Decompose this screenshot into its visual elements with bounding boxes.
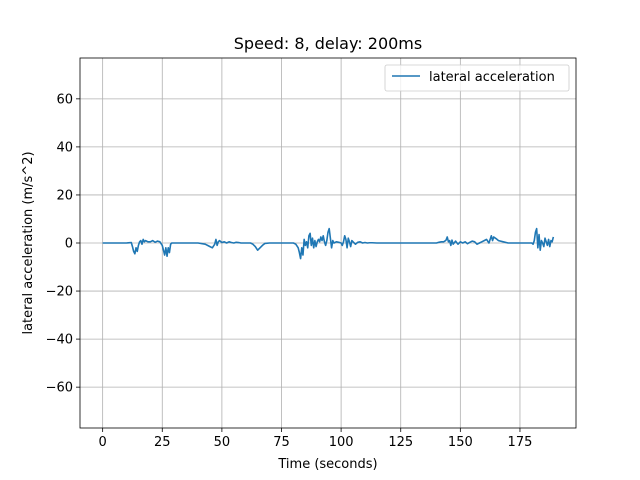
y-axis-label: lateral acceleration (m/s^2) xyxy=(21,151,36,334)
legend-box xyxy=(384,64,570,92)
y-axis-ticks: −60 −40 −20 0 20 40 60 xyxy=(46,92,80,396)
x-tick-label: 50 xyxy=(214,435,231,450)
x-tick-label: 125 xyxy=(388,435,413,450)
plot-area xyxy=(102,227,555,260)
y-tick-label: 0 xyxy=(65,237,73,252)
x-axis-label: Time (seconds) xyxy=(277,457,377,472)
y-tick-label: −40 xyxy=(46,333,73,348)
legend: lateral acceleration xyxy=(384,64,570,92)
gridlines xyxy=(80,58,576,428)
x-tick-label: 25 xyxy=(154,435,171,450)
y-tick-label: 40 xyxy=(56,140,73,155)
y-tick-label: 60 xyxy=(56,92,73,107)
y-tick-label: −60 xyxy=(46,381,73,396)
x-tick-label: 0 xyxy=(99,435,107,450)
y-tick-label: 20 xyxy=(56,188,73,203)
series-line-lateral-acceleration xyxy=(102,227,555,260)
y-tick-label: −20 xyxy=(46,285,73,300)
legend-label: lateral acceleration xyxy=(429,70,555,85)
x-tick-label: 75 xyxy=(273,435,290,450)
x-tick-label: 150 xyxy=(448,435,473,450)
x-tick-label: 175 xyxy=(508,435,533,450)
x-axis-ticks: 0 25 50 75 100 125 150 175 xyxy=(99,428,533,450)
x-tick-label: 100 xyxy=(329,435,354,450)
chart-title: Speed: 8, delay: 200ms xyxy=(234,34,422,53)
